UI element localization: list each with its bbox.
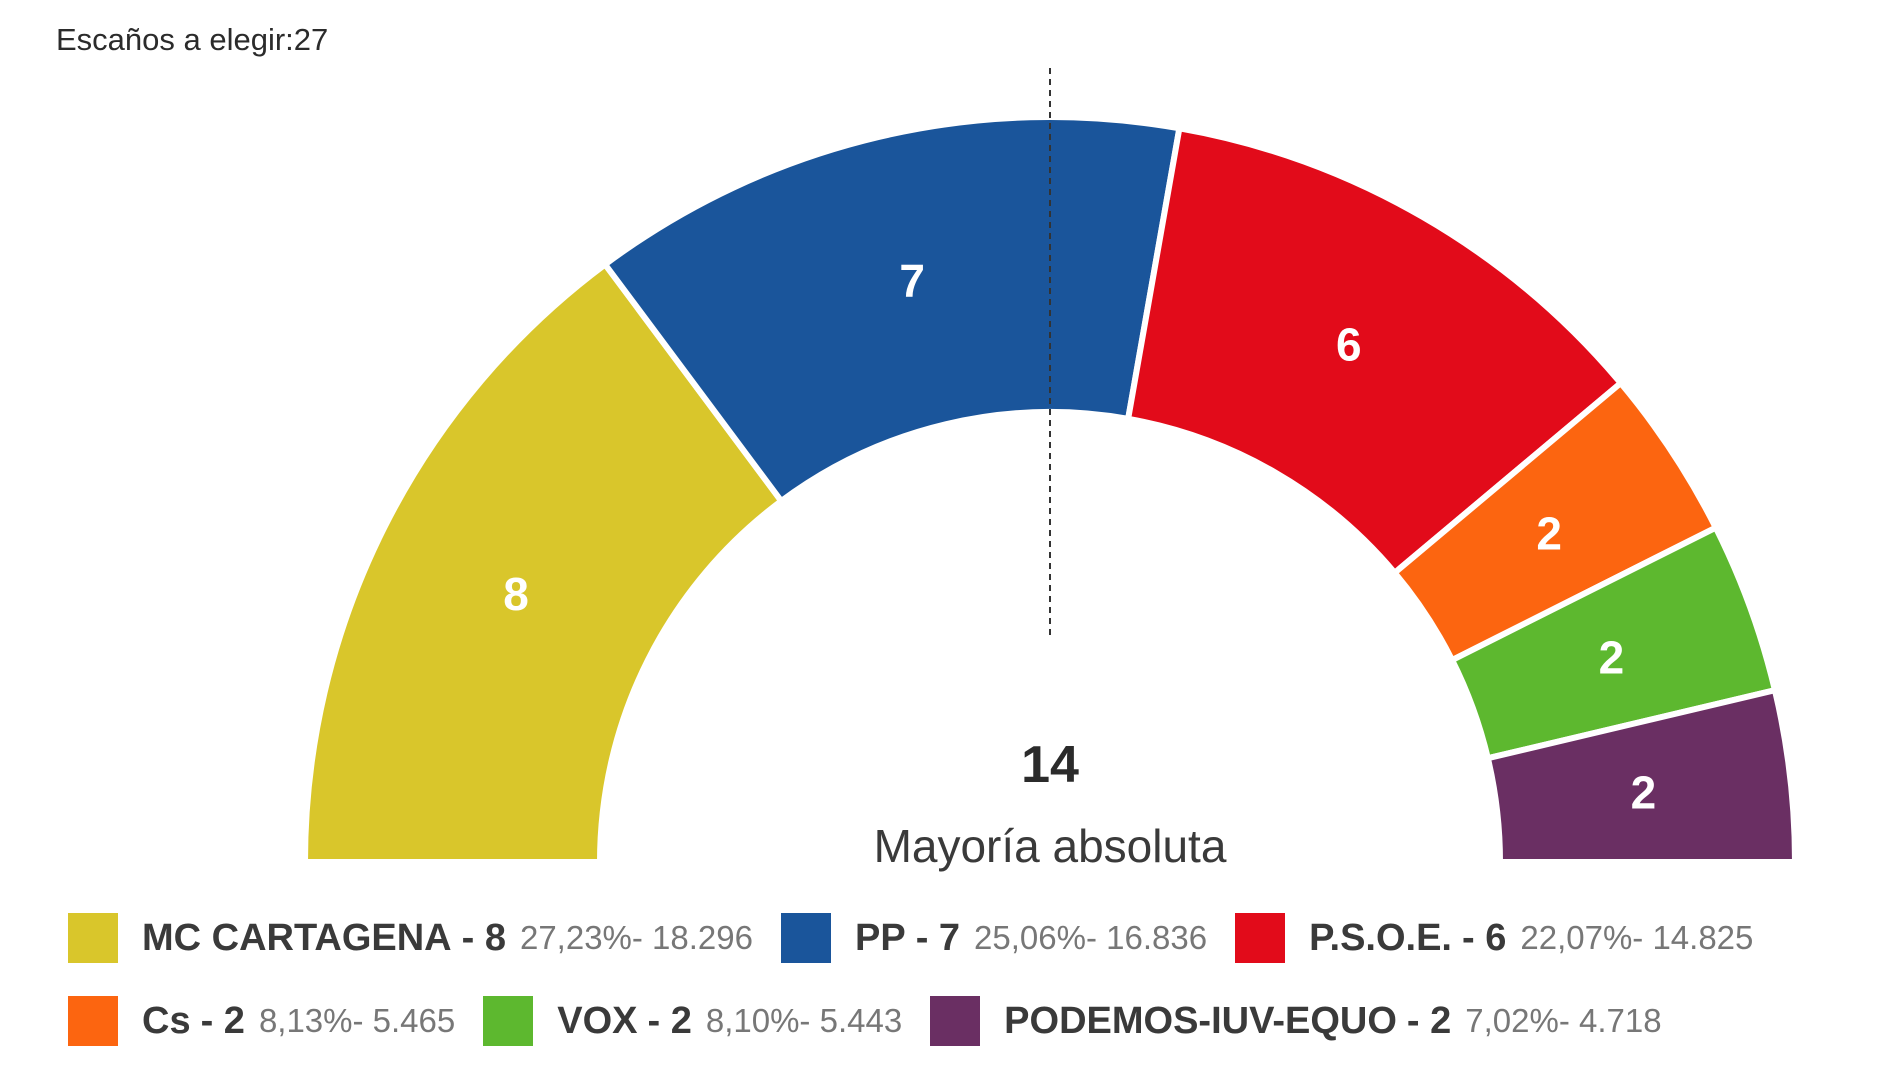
- legend-swatch-mc-cartagena: [68, 913, 118, 963]
- legend-stats-podemos: 7,02%- 4.718: [1465, 1002, 1662, 1039]
- legend-swatch-vox: [483, 996, 534, 1046]
- legend-item-cs: Cs - 2 8,13%- 5.465: [68, 996, 455, 1046]
- legend-item-mc-cartagena: MC CARTAGENA - 8 27,23%- 18.296: [68, 913, 753, 963]
- legend-stats-psoe: 22,07%- 14.825: [1520, 919, 1754, 956]
- legend-swatch-psoe: [1235, 913, 1286, 963]
- legend-swatch-podemos: [930, 996, 981, 1046]
- legend-seats-cs: - 2: [200, 999, 245, 1042]
- legend-swatch-pp: [780, 913, 831, 963]
- majority-label: Mayoría absoluta: [874, 820, 1227, 872]
- segment-psoe: [1124, 124, 1625, 577]
- legend-stats-pp: 25,06%- 16.836: [974, 919, 1208, 956]
- legend-stats-vox: 8,10%- 5.443: [705, 1002, 903, 1039]
- legend-seats-pp: - 7: [915, 916, 961, 959]
- segment-podemos: [1484, 686, 1799, 865]
- legend-row-1: MC CARTAGENA - 8 27,23%- 18.296 PP - 7 2…: [68, 908, 1868, 968]
- legend-swatch-cs: [68, 996, 118, 1046]
- segment-label-mc-cartagena: 8: [503, 568, 529, 620]
- legend-label-pp: PP: [854, 916, 906, 959]
- legend-label-vox: VOX: [557, 999, 638, 1042]
- segment-mc-cartagena: [301, 260, 786, 865]
- segment-label-psoe: 6: [1336, 319, 1362, 371]
- legend-item-vox: VOX - 2 8,10%- 5.443: [483, 996, 902, 1046]
- parliament-chart: 8 7 6 2 2 2 14 Mayoría absoluta: [301, 68, 1799, 872]
- legend-label-psoe: P.S.O.E.: [1309, 916, 1452, 959]
- legend-stats-cs: 8,13%- 5.465: [258, 1002, 456, 1039]
- legend-row-2: Cs - 2 8,13%- 5.465 VOX - 2 8,10%- 5.443…: [68, 991, 1868, 1051]
- legend-seats-vox: - 2: [647, 999, 692, 1042]
- segment-label-pp: 7: [899, 255, 925, 307]
- legend-label-podemos: PODEMOS-IUV-EQUO: [1004, 999, 1397, 1042]
- legend-label-mc-cartagena: MC CARTAGENA: [142, 916, 452, 959]
- segment-label-cs: 2: [1536, 508, 1562, 560]
- legend-stats-mc-cartagena: 27,23%- 18.296: [519, 919, 753, 956]
- segment-label-podemos: 2: [1631, 767, 1657, 819]
- legend-seats-mc-cartagena: - 8: [461, 916, 506, 959]
- legend-item-psoe: P.S.O.E. - 6 22,07%- 14.825: [1235, 913, 1753, 963]
- legend-item-pp: PP - 7 25,06%- 16.836: [780, 913, 1208, 963]
- majority-value: 14: [1021, 736, 1079, 794]
- legend-seats-podemos: - 2: [1406, 999, 1452, 1042]
- legend: MC CARTAGENA - 8 27,23%- 18.296 PP - 7 2…: [68, 908, 1868, 1074]
- segment-label-vox: 2: [1599, 632, 1625, 684]
- seats-to-elect-label: Escaños a elegir:27: [56, 22, 329, 57]
- legend-seats-psoe: - 6: [1462, 916, 1507, 959]
- legend-label-cs: Cs: [142, 999, 191, 1042]
- legend-item-podemos: PODEMOS-IUV-EQUO - 2 7,02%- 4.718: [930, 996, 1662, 1046]
- segment-pp: [600, 114, 1183, 506]
